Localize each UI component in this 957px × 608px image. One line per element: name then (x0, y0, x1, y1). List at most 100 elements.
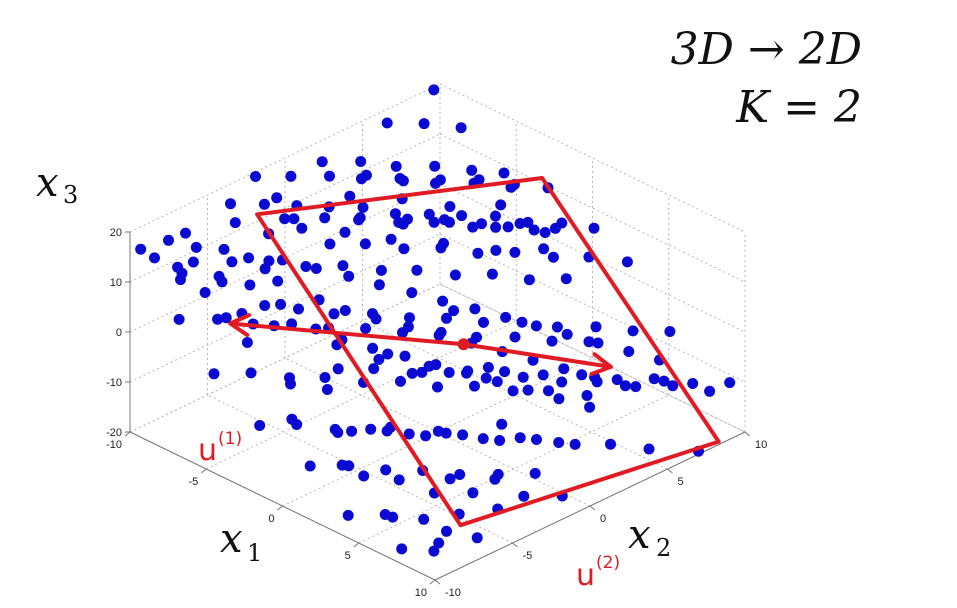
data-point (310, 263, 322, 274)
data-point (509, 331, 521, 343)
data-point (357, 201, 369, 213)
data-point (393, 474, 405, 486)
data-point (553, 393, 565, 405)
z-axis-label-var: x (36, 160, 59, 206)
data-point (404, 312, 415, 324)
data-point (381, 117, 393, 129)
data-point (724, 377, 736, 389)
back-wall-grid-line (129, 83, 441, 233)
data-point (455, 122, 467, 134)
data-point (466, 164, 478, 176)
data-point (543, 385, 554, 397)
u2-label: u (2) (576, 553, 620, 593)
data-point (444, 473, 456, 485)
x2-tick-label: 10 (755, 439, 767, 451)
data-point (360, 323, 372, 334)
data-point (449, 269, 461, 281)
u1-label: u (1) (198, 429, 242, 468)
data-point (514, 432, 526, 444)
title: 3D → 2D K = 2 (671, 24, 862, 133)
data-point (416, 366, 428, 378)
data-point (402, 213, 413, 225)
data-point (176, 267, 188, 279)
x2-tick-mark (589, 505, 596, 511)
data-point (324, 238, 336, 250)
data-point (494, 435, 506, 446)
projection-plane-annotation (228, 176, 721, 528)
data-point (576, 369, 588, 381)
projection-plane-outline (255, 176, 721, 528)
data-point (359, 238, 371, 250)
data-point (658, 375, 670, 387)
data-point (499, 366, 511, 378)
data-point (187, 256, 199, 268)
data-point (667, 380, 679, 392)
data-point (623, 346, 635, 357)
data-point (537, 369, 549, 381)
title-line-1: 3D → 2D (671, 24, 862, 75)
data-point (592, 337, 604, 349)
u1-arrow (228, 321, 466, 347)
data-point (397, 327, 408, 339)
data-point (389, 208, 401, 220)
data-point (285, 378, 296, 390)
data-point (319, 212, 331, 224)
x1-tick-mark (277, 505, 283, 511)
data-point (218, 243, 230, 255)
data-point (505, 181, 517, 193)
data-point (163, 234, 174, 246)
data-point (539, 227, 551, 238)
title-line-2: K = 2 (735, 82, 862, 133)
data-point (583, 336, 595, 348)
data-point (293, 303, 304, 315)
data-point (509, 246, 521, 258)
data-point (439, 214, 450, 226)
data-point (304, 460, 316, 472)
data-point (220, 312, 232, 324)
data-point (355, 156, 367, 167)
data-point (418, 118, 430, 130)
u2-label-base: u (576, 558, 595, 593)
data-point (373, 353, 385, 365)
data-point (332, 363, 344, 375)
data-point (190, 241, 202, 253)
data-point (438, 237, 449, 249)
data-point (490, 221, 502, 233)
data-point (546, 335, 558, 347)
data-point (296, 222, 308, 234)
data-point (332, 427, 344, 438)
data-point (561, 328, 573, 340)
data-point (380, 464, 392, 476)
data-point (300, 261, 312, 272)
x3-tick-label: -20 (106, 427, 122, 439)
data-point (517, 371, 529, 383)
data-point (443, 367, 455, 378)
data-point (321, 384, 333, 395)
data-point (469, 380, 480, 392)
data-point (590, 321, 602, 333)
u1-arrow-head (228, 313, 252, 338)
data-point (611, 374, 623, 386)
data-point (241, 337, 253, 348)
x1-tick-mark (200, 468, 207, 474)
data-point (406, 367, 418, 379)
data-point (394, 173, 406, 184)
data-point (275, 298, 287, 310)
data-point (441, 312, 452, 324)
data-point (630, 381, 642, 393)
back-wall-grid-line (129, 133, 441, 283)
data-point (250, 171, 261, 182)
data-point (339, 226, 351, 238)
data-point (558, 363, 570, 375)
data-point (396, 543, 408, 555)
data-point (486, 268, 498, 280)
data-point (457, 429, 469, 441)
z-axis-label: x 3 (36, 160, 78, 209)
data-point (531, 434, 542, 445)
data-point (243, 252, 255, 264)
data-point (528, 224, 540, 236)
data-point (328, 308, 340, 320)
y-axis-label-sub: 2 (656, 534, 671, 562)
data-point (584, 401, 596, 413)
x-axis-label-sub: 1 (247, 539, 262, 567)
